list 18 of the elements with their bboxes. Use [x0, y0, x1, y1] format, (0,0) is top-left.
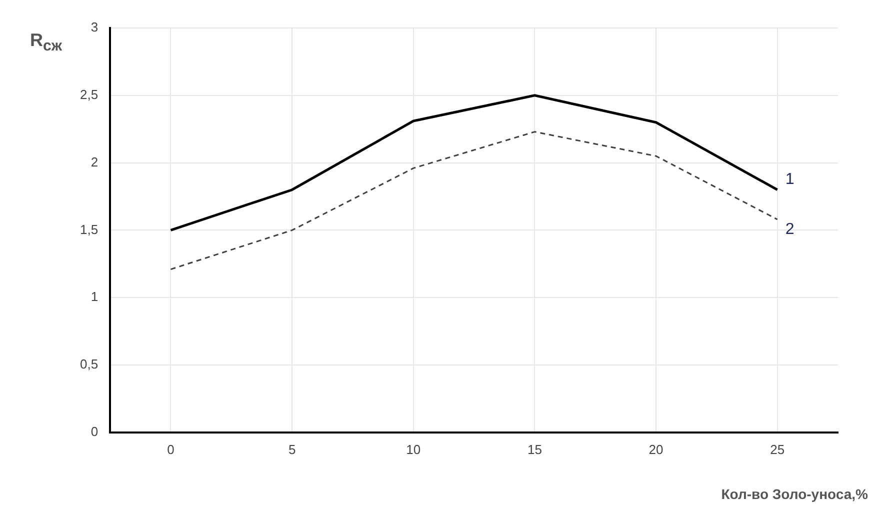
- y-tick-label: 2,5: [80, 86, 98, 102]
- x-tick-label: 25: [770, 442, 785, 457]
- y-axis-title: R$_{сж}$: [30, 30, 62, 55]
- series-label: 1: [785, 171, 794, 188]
- y-tick-label: 1,5: [80, 222, 98, 237]
- x-tick-label: 15: [527, 442, 542, 457]
- y-tick-label: 3: [90, 20, 98, 35]
- y-tick-label: 0: [90, 424, 98, 439]
- x-tick-label: 5: [288, 442, 296, 457]
- x-tick-label: 10: [406, 442, 421, 457]
- series-label: 2: [785, 220, 794, 238]
- x-tick-label: 0: [167, 442, 174, 457]
- x-axis-title: Кол-во Золо-уноса,%: [721, 486, 868, 502]
- y-tick-label: 2: [90, 154, 98, 170]
- y-tick-label: 0,5: [80, 356, 98, 372]
- y-tick-label: 1: [90, 289, 98, 304]
- x-tick-label: 20: [648, 442, 664, 457]
- line-series: [170, 131, 778, 270]
